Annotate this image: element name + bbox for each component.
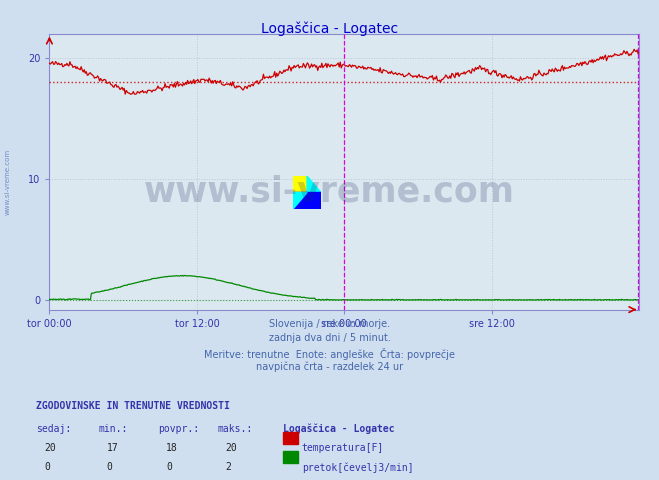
Text: min.:: min.: bbox=[99, 424, 129, 434]
Text: 20: 20 bbox=[225, 443, 237, 453]
Text: ZGODOVINSKE IN TRENUTNE VREDNOSTI: ZGODOVINSKE IN TRENUTNE VREDNOSTI bbox=[36, 401, 230, 411]
Text: pretok[čevelj3/min]: pretok[čevelj3/min] bbox=[302, 462, 413, 473]
Text: www.si-vreme.com: www.si-vreme.com bbox=[5, 149, 11, 216]
Text: 20: 20 bbox=[44, 443, 56, 453]
Polygon shape bbox=[293, 192, 321, 209]
Text: 2: 2 bbox=[225, 462, 231, 472]
Text: sedaj:: sedaj: bbox=[36, 424, 71, 434]
Text: 0: 0 bbox=[107, 462, 113, 472]
Text: Meritve: trenutne  Enote: angleške  Črta: povprečje: Meritve: trenutne Enote: angleške Črta: … bbox=[204, 348, 455, 360]
Text: Logaščica - Logatec: Logaščica - Logatec bbox=[283, 424, 395, 434]
Text: 18: 18 bbox=[166, 443, 178, 453]
Text: 17: 17 bbox=[107, 443, 119, 453]
Text: navpična črta - razdelek 24 ur: navpična črta - razdelek 24 ur bbox=[256, 362, 403, 372]
Text: 0: 0 bbox=[44, 462, 50, 472]
Text: maks.:: maks.: bbox=[217, 424, 252, 434]
Polygon shape bbox=[293, 192, 307, 209]
Text: www.si-vreme.com: www.si-vreme.com bbox=[144, 175, 515, 209]
Text: zadnja dva dni / 5 minut.: zadnja dva dni / 5 minut. bbox=[269, 333, 390, 343]
Text: 0: 0 bbox=[166, 462, 172, 472]
Polygon shape bbox=[307, 176, 321, 192]
Text: Slovenija / reke in morje.: Slovenija / reke in morje. bbox=[269, 319, 390, 329]
Text: povpr.:: povpr.: bbox=[158, 424, 199, 434]
Polygon shape bbox=[293, 176, 307, 192]
Text: Logaščica - Logatec: Logaščica - Logatec bbox=[261, 22, 398, 36]
Text: temperatura[F]: temperatura[F] bbox=[302, 443, 384, 453]
